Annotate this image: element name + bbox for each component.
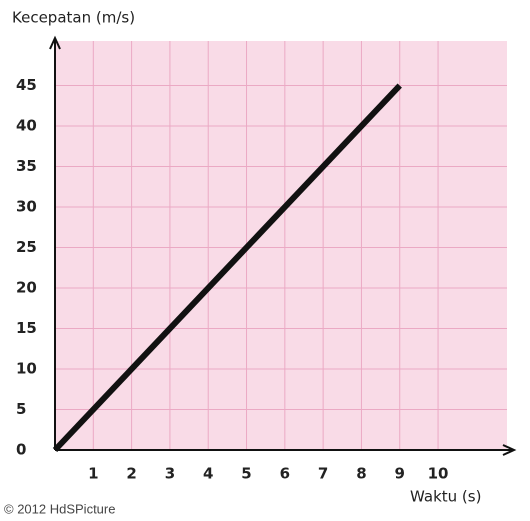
y-tick-label: 0 [16,441,26,459]
y-tick-label: 5 [16,400,26,418]
y-tick-label: 30 [16,198,37,216]
x-tick-label: 5 [241,465,251,483]
y-axis-label: Kecepatan (m/s) [12,9,135,27]
x-tick-label: 8 [356,465,366,483]
x-tick-label: 6 [280,465,290,483]
plot-area [55,41,507,450]
y-tick-label: 45 [16,76,37,94]
x-tick-label: 10 [428,465,449,483]
x-tick-label: 1 [88,465,98,483]
x-tick-label: 2 [126,465,136,483]
y-tick-label: 20 [16,279,37,297]
y-axis-arrow [49,35,61,50]
y-tick-label: 40 [16,117,37,135]
y-tick-label: 15 [16,319,37,337]
x-tick-label: 3 [165,465,175,483]
y-tick-label: 10 [16,360,37,378]
y-tick-label: 25 [16,238,37,256]
x-axis-arrow [502,444,517,456]
x-tick-label: 4 [203,465,213,483]
line [52,83,402,453]
x-axis-label: Waktu (s) [410,488,481,506]
x-tick-label: 9 [395,465,405,483]
x-tick-label: 7 [318,465,328,483]
watermark: © 2012 HdSPicture [4,501,115,516]
y-tick-label: 35 [16,157,37,175]
